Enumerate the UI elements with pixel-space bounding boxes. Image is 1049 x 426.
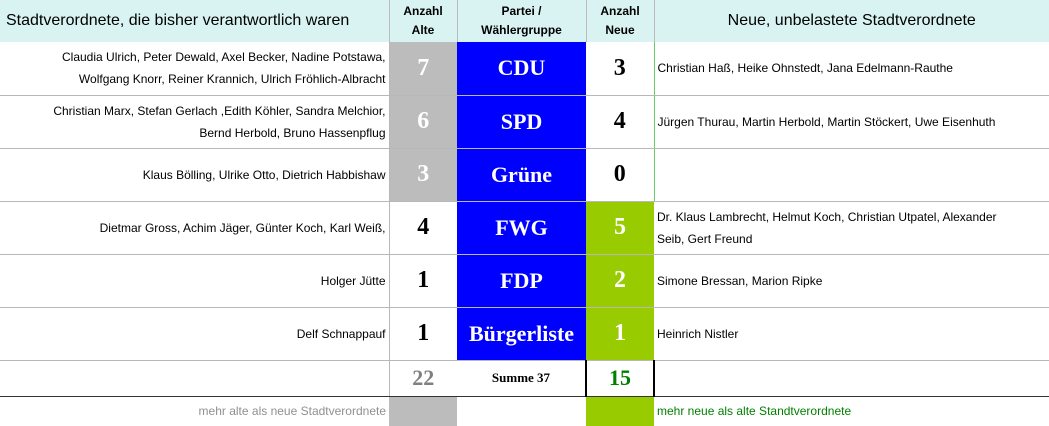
header-party-line2: Wählergruppe bbox=[458, 21, 586, 40]
sum-total-label: Summe 37 bbox=[457, 360, 586, 396]
count-old: 1 bbox=[389, 254, 457, 307]
old-members-line: Dietmar Gross, Achim Jäger, Günter Koch,… bbox=[0, 217, 386, 239]
old-members-cell: Claudia Ulrich, Peter Dewald, Axel Becke… bbox=[0, 42, 389, 95]
party-name: CDU bbox=[457, 42, 586, 95]
party-row: Dietmar Gross, Achim Jäger, Günter Koch,… bbox=[0, 201, 1049, 254]
new-members-line: Jürgen Thurau, Martin Herbold, Martin St… bbox=[658, 111, 1049, 133]
party-row: Christian Marx, Stefan Gerlach ,Edith Kö… bbox=[0, 95, 1049, 148]
party-rows: Claudia Ulrich, Peter Dewald, Axel Becke… bbox=[0, 42, 1049, 360]
new-members-cell bbox=[654, 148, 1049, 201]
count-new: 3 bbox=[586, 42, 654, 95]
header-new-members: Neue, unbelastete Stadtverordnete bbox=[654, 0, 1049, 42]
old-members-line: Bernd Herbold, Bruno Hassenpflug bbox=[0, 122, 386, 144]
party-name: FWG bbox=[457, 201, 586, 254]
count-new: 4 bbox=[586, 95, 654, 148]
old-members-cell: Klaus Bölling, Ulrike Otto, Dietrich Hab… bbox=[0, 148, 389, 201]
party-name: FDP bbox=[457, 254, 586, 307]
new-members-line: Seib, Gert Freund bbox=[657, 228, 1049, 250]
old-members-cell: Holger Jütte bbox=[0, 254, 389, 307]
count-new: 2 bbox=[586, 254, 654, 307]
old-members-cell: Christian Marx, Stefan Gerlach ,Edith Kö… bbox=[0, 95, 389, 148]
header-count-new: Anzahl Neue bbox=[586, 0, 654, 42]
header-count-old-line1: Anzahl bbox=[390, 2, 457, 21]
old-members-cell: Dietmar Gross, Achim Jäger, Günter Koch,… bbox=[0, 201, 389, 254]
header-party-line1: Partei / bbox=[458, 2, 586, 21]
party-row: Klaus Bölling, Ulrike Otto, Dietrich Hab… bbox=[0, 148, 1049, 201]
new-members-line: Heinrich Nistler bbox=[657, 323, 1049, 345]
legend-row: mehr alte als neue Stadtverordnete mehr … bbox=[0, 396, 1049, 426]
header-row: Stadtverordnete, die bisher verantwortli… bbox=[0, 0, 1049, 42]
sum-spacer-left bbox=[0, 360, 389, 396]
sum-new: 15 bbox=[586, 360, 654, 396]
sum-row: 22 Summe 37 15 bbox=[0, 360, 1049, 396]
header-old-members: Stadtverordnete, die bisher verantwortli… bbox=[0, 0, 389, 42]
header-count-old-line2: Alte bbox=[390, 21, 457, 40]
header-count-old: Anzahl Alte bbox=[389, 0, 457, 42]
new-members-cell: Simone Bressan, Marion Ripke bbox=[654, 254, 1049, 307]
count-old: 6 bbox=[389, 95, 457, 148]
header-count-new-line1: Anzahl bbox=[587, 2, 654, 21]
new-members-cell: Christian Haß, Heike Ohnstedt, Jana Edel… bbox=[654, 42, 1049, 95]
new-members-line: Christian Haß, Heike Ohnstedt, Jana Edel… bbox=[658, 57, 1049, 79]
party-row: Claudia Ulrich, Peter Dewald, Axel Becke… bbox=[0, 42, 1049, 95]
old-members-cell: Delf Schnappauf bbox=[0, 307, 389, 360]
legend-old-text: mehr alte als neue Stadtverordnete bbox=[0, 396, 389, 426]
legend-old-swatch bbox=[389, 396, 457, 426]
old-members-line: Claudia Ulrich, Peter Dewald, Axel Becke… bbox=[0, 46, 386, 68]
old-members-line: Delf Schnappauf bbox=[0, 323, 386, 345]
old-members-line: Holger Jütte bbox=[0, 270, 386, 292]
party-name: Grüne bbox=[457, 148, 586, 201]
count-new: 5 bbox=[586, 201, 654, 254]
party-name: Bürgerliste bbox=[457, 307, 586, 360]
legend-new-text: mehr neue als alte Standtverordnete bbox=[654, 396, 1049, 426]
count-new: 0 bbox=[586, 148, 654, 201]
old-members-line: Wolfgang Knorr, Reiner Krannich, Ulrich … bbox=[0, 68, 386, 90]
count-old: 1 bbox=[389, 307, 457, 360]
header-party: Partei / Wählergruppe bbox=[457, 0, 586, 42]
header-count-new-line2: Neue bbox=[587, 21, 654, 40]
party-name: SPD bbox=[457, 95, 586, 148]
count-new: 1 bbox=[586, 307, 654, 360]
legend-new-swatch bbox=[586, 396, 654, 426]
new-members-line: Simone Bressan, Marion Ripke bbox=[657, 270, 1049, 292]
legend-spacer bbox=[457, 396, 586, 426]
old-members-line: Klaus Bölling, Ulrike Otto, Dietrich Hab… bbox=[0, 164, 386, 186]
count-old: 3 bbox=[389, 148, 457, 201]
old-members-line: Christian Marx, Stefan Gerlach ,Edith Kö… bbox=[0, 100, 386, 122]
new-members-cell: Dr. Klaus Lambrecht, Helmut Koch, Christ… bbox=[654, 201, 1049, 254]
new-members-cell: Heinrich Nistler bbox=[654, 307, 1049, 360]
count-old: 4 bbox=[389, 201, 457, 254]
sum-old: 22 bbox=[389, 360, 457, 396]
new-members-cell: Jürgen Thurau, Martin Herbold, Martin St… bbox=[654, 95, 1049, 148]
sum-spacer-right bbox=[654, 360, 1049, 396]
count-old: 7 bbox=[389, 42, 457, 95]
new-members-line: Dr. Klaus Lambrecht, Helmut Koch, Christ… bbox=[657, 206, 1049, 228]
